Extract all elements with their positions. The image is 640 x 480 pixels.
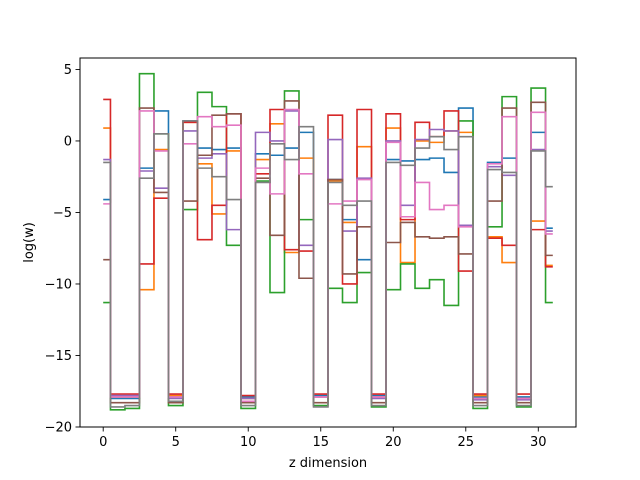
x-axis: 0 5 10 15 20 25 30 [99, 427, 547, 450]
y-tick-label: −5 [53, 206, 72, 221]
x-tick-label: 25 [458, 435, 475, 450]
series-line-8 [103, 120, 553, 408]
plot-area [103, 72, 553, 411]
plot-frame [79, 57, 577, 428]
y-tick-label: −20 [45, 421, 72, 436]
x-tick-label: 30 [530, 435, 547, 450]
x-tick-label: 0 [99, 435, 107, 450]
x-tick-label: 10 [240, 435, 257, 450]
y-tick-label: 5 [64, 63, 72, 78]
y-tick-label: −15 [45, 349, 72, 364]
y-axis-label: log(w) [22, 222, 37, 263]
x-tick-label: 5 [172, 435, 180, 450]
y-axis: −20 −15 −10 −5 0 5 [45, 63, 80, 436]
x-tick-label: 15 [312, 435, 329, 450]
x-axis-label: z dimension [289, 456, 367, 471]
y-tick-label: −10 [45, 277, 72, 292]
y-tick-label: 0 [64, 134, 72, 149]
x-tick-label: 20 [385, 435, 402, 450]
